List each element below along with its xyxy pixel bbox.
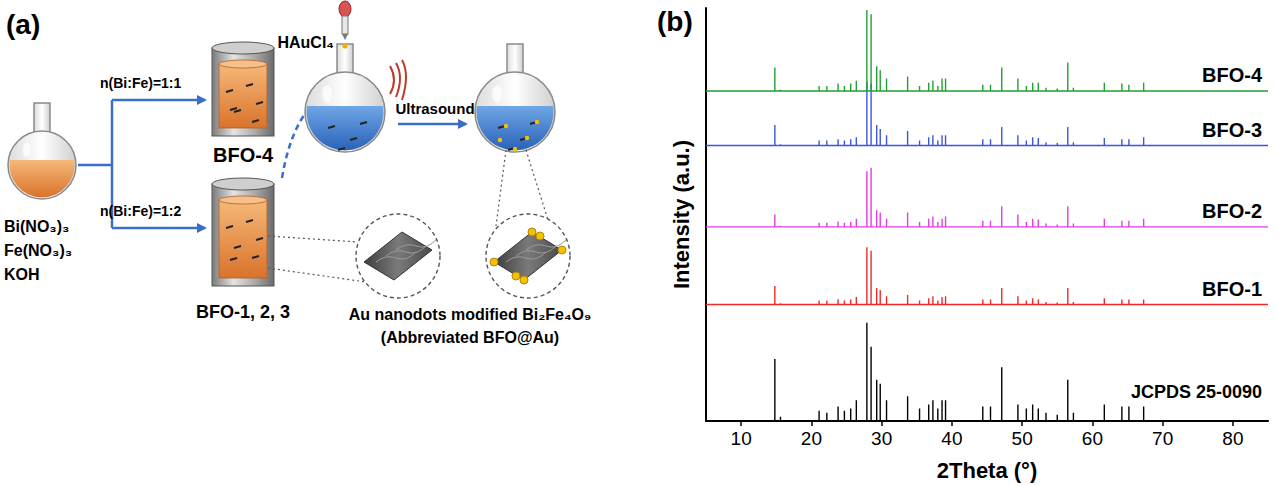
svg-text:BFO-3: BFO-3 — [1202, 119, 1262, 141]
svg-text:n(Bi:Fe)=1:2: n(Bi:Fe)=1:2 — [100, 203, 182, 219]
svg-text:Fe(NO₃)₃: Fe(NO₃)₃ — [4, 242, 72, 259]
svg-text:30: 30 — [871, 428, 892, 449]
svg-text:70: 70 — [1152, 428, 1173, 449]
svg-text:BFO-2: BFO-2 — [1202, 200, 1262, 222]
svg-text:Bi(NO₃)₃: Bi(NO₃)₃ — [4, 218, 69, 235]
svg-text:10: 10 — [731, 428, 752, 449]
svg-text:50: 50 — [1012, 428, 1033, 449]
svg-text:KOH: KOH — [4, 266, 40, 283]
svg-text:(a): (a) — [6, 9, 40, 40]
svg-text:BFO-4: BFO-4 — [1202, 64, 1263, 86]
svg-text:HAuCl₄: HAuCl₄ — [277, 34, 334, 51]
svg-text:JCPDS 25-0090: JCPDS 25-0090 — [1131, 382, 1262, 402]
svg-text:(Abbreviated BFO@Au): (Abbreviated BFO@Au) — [381, 329, 559, 346]
svg-text:(b): (b) — [657, 6, 693, 37]
svg-text:2Theta (°): 2Theta (°) — [937, 458, 1037, 483]
svg-text:20: 20 — [801, 428, 822, 449]
svg-text:Au nanodots modified Bi₂Fe₄O₉: Au nanodots modified Bi₂Fe₄O₉ — [349, 306, 591, 323]
svg-text:BFO-1, 2, 3: BFO-1, 2, 3 — [196, 302, 290, 322]
svg-text:BFO-1: BFO-1 — [1202, 278, 1262, 300]
svg-text:80: 80 — [1222, 428, 1243, 449]
svg-text:40: 40 — [941, 428, 962, 449]
svg-text:n(Bi:Fe)=1:1: n(Bi:Fe)=1:1 — [100, 75, 182, 91]
svg-text:Ultrasound: Ultrasound — [395, 100, 474, 117]
svg-text:BFO-4: BFO-4 — [213, 144, 274, 166]
svg-text:60: 60 — [1082, 428, 1103, 449]
svg-text:Intensity (a.u.): Intensity (a.u.) — [669, 140, 694, 289]
